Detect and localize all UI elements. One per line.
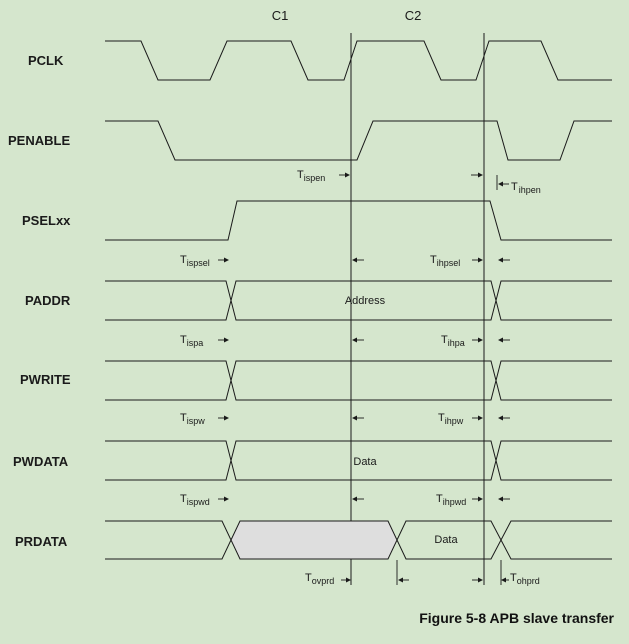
signal-label-pwdata: PWDATA xyxy=(13,454,69,469)
pclk-waveform xyxy=(105,40,612,81)
clock-edge-label-c2: C2 xyxy=(405,8,422,23)
signal-label-pselxx: PSELxx xyxy=(22,213,71,228)
prdata-bus xyxy=(105,520,612,560)
prdata-invalid-region xyxy=(230,520,398,560)
tihpsel-arrows xyxy=(472,257,510,263)
paddr-value: Address xyxy=(345,295,386,307)
timing-label-tihpa: Tihpa xyxy=(441,334,465,348)
timing-label-tispw: Tispw xyxy=(180,412,205,426)
timing-label-tispa: Tispa xyxy=(180,334,203,348)
timing-label-tihpsel: Tihpsel xyxy=(430,254,460,268)
timing-label-tispen: Tispen xyxy=(297,169,325,183)
signal-label-penable: PENABLE xyxy=(8,133,70,148)
pwdata-bus xyxy=(105,440,612,481)
pwdata-value: Data xyxy=(353,456,377,468)
tispwd-arrows xyxy=(218,496,364,502)
prdata-value: Data xyxy=(434,534,458,546)
timing-label-tihpw: Tihpw xyxy=(438,412,464,426)
pwrite-bus xyxy=(105,360,612,401)
signal-label-prdata: PRDATA xyxy=(15,534,68,549)
timing-label-tovprd: Tovprd xyxy=(305,572,334,586)
paddr-bus xyxy=(105,280,612,321)
tihpa-arrows xyxy=(472,337,510,343)
signal-label-paddr: PADDR xyxy=(25,293,71,308)
signal-label-pclk: PCLK xyxy=(28,53,64,68)
clock-edge-label-c1: C1 xyxy=(272,8,289,23)
tihpwd-arrows xyxy=(472,496,510,502)
tovprd-arrows xyxy=(341,560,409,585)
timing-label-tohprd: Tohprd xyxy=(510,572,540,586)
timing-label-tispwd: Tispwd xyxy=(180,493,210,507)
timing-label-tihpen: Tihpen xyxy=(511,181,541,195)
tispsel-arrows xyxy=(218,257,364,263)
figure-caption: Figure 5-8 APB slave transfer xyxy=(419,610,614,626)
timing-label-tispsel: Tispsel xyxy=(180,254,210,268)
tispa-arrows xyxy=(218,337,364,343)
penable-waveform xyxy=(105,120,612,161)
timing-label-tihpwd: Tihpwd xyxy=(436,493,466,507)
tispen-arrow xyxy=(339,172,350,178)
signal-label-pwrite: PWRITE xyxy=(20,372,71,387)
tihpw-arrows xyxy=(472,415,510,421)
pselxx-waveform xyxy=(105,200,612,241)
tohprd-arrows xyxy=(472,560,509,585)
tihpen-arrows xyxy=(471,172,509,190)
tispw-arrows xyxy=(218,415,364,421)
